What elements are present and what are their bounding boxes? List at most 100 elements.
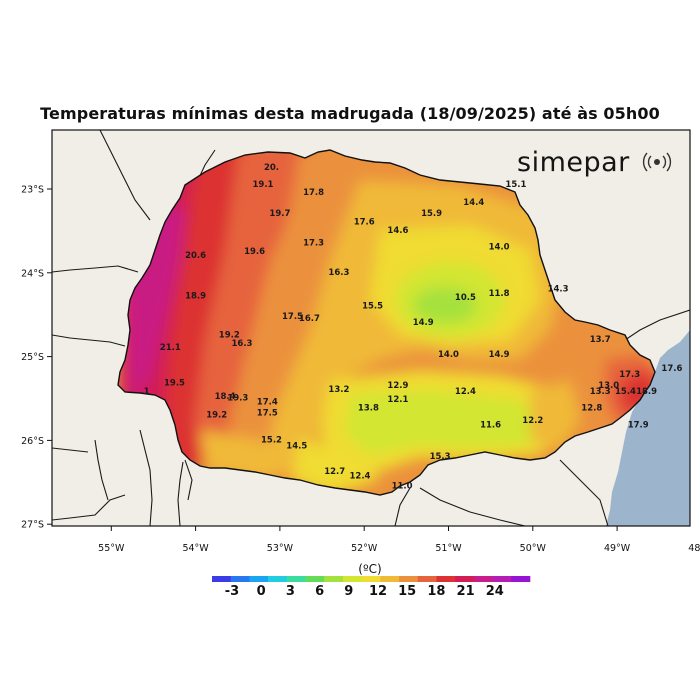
station-label: 12.4 (350, 471, 371, 481)
station-label: 17.3 (619, 370, 640, 380)
station-label: 15.2 (261, 435, 282, 445)
station-label: 17.5 (282, 312, 303, 322)
colorbar-cell (511, 576, 531, 582)
station-label: 13.2 (328, 385, 349, 395)
colorbar-cell (399, 576, 419, 582)
radio-wave-icon (642, 152, 672, 172)
station-label: 18.9 (636, 387, 657, 397)
brand-name: simepar (517, 147, 630, 178)
station-label: 13.0 (598, 381, 619, 391)
station-label: 14.4 (463, 198, 484, 208)
station-label: 20. (264, 163, 279, 173)
neighbor-borders (52, 130, 690, 526)
station-label: 12.7 (324, 467, 345, 477)
lon-tick-label: 52°W (351, 543, 378, 554)
lon-tick-label: 51°W (435, 543, 462, 554)
colorbar-tick-label: 3 (286, 584, 295, 599)
colorbar-cell (436, 576, 456, 582)
station-label: 19.7 (269, 209, 290, 219)
colorbar-cell (268, 576, 288, 582)
colorbar-tick-label: 18 (427, 584, 445, 599)
colorbar: (ºC) -3 0 3 6 9 12 15 18 21 24 (212, 562, 531, 599)
station-label: 15.3 (430, 452, 451, 462)
lon-tick-label: 50°W (520, 543, 547, 554)
lat-tick-label: 27°S (21, 520, 44, 531)
station-label: 13.7 (590, 335, 611, 345)
station-label: 19.1 (253, 180, 274, 190)
station-label: 19.5 (164, 378, 185, 388)
colorbar-cell (249, 576, 269, 582)
station-label: 11.8 (489, 289, 510, 299)
page-title: Temperaturas mínimas desta madrugada (18… (40, 104, 660, 123)
colorbar-cell (361, 576, 381, 582)
map-axes: 55°W 54°W 53°W 52°W 51°W 50°W 49°W 48°W 23°S 24°S… (21, 185, 700, 555)
station-label: 14.9 (489, 350, 510, 360)
lon-tick-label: 53°W (267, 543, 294, 554)
station-label: 12.1 (387, 395, 408, 405)
station-label: 17.6 (661, 364, 682, 374)
station-label: .1 (140, 387, 149, 397)
station-label: 16.3 (328, 268, 349, 278)
station-label: 14.0 (489, 243, 510, 253)
lat-tick-label: 23°S (21, 185, 44, 196)
map-frame (51, 129, 691, 527)
colorbar-tick-label: 24 (486, 584, 504, 599)
station-label: 15.1 (505, 180, 526, 190)
station-label: 12.4 (455, 387, 476, 397)
lon-tick-label: 55°W (98, 543, 125, 554)
lon-tick-label: 48°W (688, 543, 700, 554)
lon-tick-label: 54°W (182, 543, 209, 554)
colorbar-tick-label: 6 (315, 584, 324, 599)
colorbar-cell (417, 576, 437, 582)
colorbar-cell (212, 576, 232, 582)
station-label: 19.2 (206, 410, 227, 420)
station-label: 19.2 (219, 331, 240, 341)
station-label: 17.8 (303, 188, 324, 198)
colorbar-cell (230, 576, 250, 582)
station-label: 14.3 (548, 285, 569, 295)
colorbar-tick-label: 0 (257, 584, 266, 599)
colorbar-cell (473, 576, 493, 582)
station-label: 19.3 (227, 394, 248, 404)
station-label: 11.0 (392, 482, 413, 492)
station-label: 16.7 (299, 314, 320, 324)
station-label: 12.2 (522, 416, 543, 426)
station-label: 10.5 (455, 293, 476, 303)
station-label: 12.8 (581, 404, 602, 414)
station-label: 17.3 (303, 239, 324, 249)
station-label: 12.9 (387, 381, 408, 391)
parana-state-outline (117, 149, 656, 496)
station-label: 13.3 (590, 387, 611, 397)
station-label: 18.9 (185, 291, 206, 301)
lat-tick-label: 26°S (21, 436, 44, 447)
station-label: 15.9 (421, 209, 442, 219)
station-label: 21.1 (160, 343, 181, 353)
station-label: 14.6 (387, 226, 408, 236)
station-label: 17.4 (257, 398, 278, 408)
station-label: 15.4 (615, 387, 636, 397)
colorbar-cell (455, 576, 475, 582)
colorbar-tick-label: 9 (344, 584, 353, 599)
colorbar-cell (286, 576, 306, 582)
colorbar-cell (305, 576, 325, 582)
colorbar-unit: (ºC) (358, 562, 381, 576)
station-label: 14.9 (413, 318, 434, 328)
ocean (606, 330, 690, 526)
simepar-logo: simepar (517, 147, 672, 178)
station-label: 16.3 (232, 339, 253, 349)
colorbar-tick-label: 15 (398, 584, 416, 599)
station-labels: 20.19.117.815.119.717.615.914.414.617.31… (140, 163, 682, 491)
station-label: 13.8 (358, 404, 379, 414)
colorbar-cell (324, 576, 344, 582)
colorbar-cell (342, 576, 362, 582)
colorbar-cell (492, 576, 512, 582)
station-label: 14.5 (286, 441, 307, 451)
station-label: 17.5 (257, 409, 278, 419)
colorbar-tick-label: -3 (225, 584, 239, 599)
colorbar-cell (380, 576, 400, 582)
station-label: 18.4 (215, 392, 236, 402)
lon-tick-label: 49°W (604, 543, 631, 554)
station-label: 15.5 (362, 301, 383, 311)
colorbar-tick-label: 21 (457, 584, 475, 599)
